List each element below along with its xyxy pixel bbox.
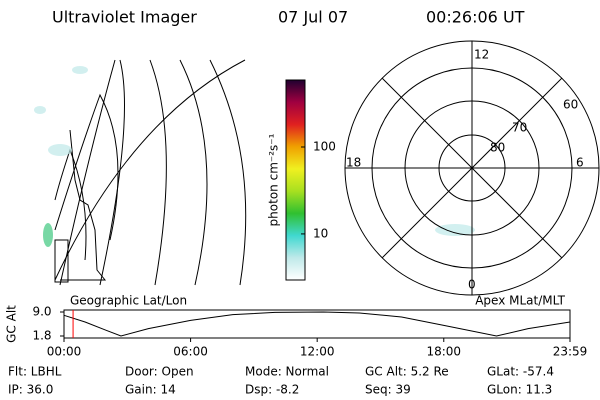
mlt-label: 12 — [474, 48, 489, 62]
y-tick-label: 9.0 — [32, 305, 51, 319]
colorbar-tick-label: 100 — [313, 140, 336, 154]
time: 00:26:06 UT — [426, 8, 525, 27]
title: Ultraviolet Imager — [52, 8, 197, 27]
info-field: GC Alt: 5.2 Re — [365, 365, 449, 379]
colorbar-label: photon cm⁻²s⁻¹ — [267, 133, 281, 226]
info-field: IP: 36.0 — [8, 383, 53, 397]
x-tick-label: 18:00 — [426, 345, 461, 359]
mlt-label: 0 — [468, 278, 476, 292]
polar-label: Apex MLat/MLT — [475, 294, 565, 308]
info-field: Door: Open — [125, 365, 194, 379]
mlt-label: 6 — [576, 156, 584, 170]
mlat-label: 80 — [490, 141, 505, 155]
emission-patches — [34, 66, 475, 247]
x-tick-label: 12:00 — [300, 345, 335, 359]
polar-grid — [344, 40, 600, 296]
x-tick-label: 06:00 — [173, 345, 208, 359]
info-field: Mode: Normal — [245, 365, 329, 379]
info-field: Dsp: -8.2 — [245, 383, 299, 397]
info-field: Gain: 14 — [125, 383, 176, 397]
y-axis-label: GC Alt — [5, 305, 19, 343]
mlat-label: 70 — [512, 121, 527, 135]
geo-map — [54, 59, 247, 286]
info-field: Seq: 39 — [365, 383, 411, 397]
info-field: Flt: LBHL — [8, 365, 62, 379]
x-tick-label: 23:59 — [553, 345, 588, 359]
colorbar-tick-label: 10 — [313, 226, 328, 240]
date: 07 Jul 07 — [278, 8, 348, 27]
y-tick-label: 1.8 — [32, 329, 51, 343]
timeline-frame — [63, 309, 571, 339]
mlt-label: 18 — [346, 156, 361, 170]
x-tick-label: 00:00 — [47, 345, 82, 359]
info-field: GLat: -57.4 — [487, 365, 554, 379]
map-label: Geographic Lat/Lon — [70, 294, 187, 308]
info-field: GLon: 11.3 — [487, 383, 552, 397]
altitude-line — [63, 311, 571, 337]
mlat-label: 60 — [563, 98, 578, 112]
colorbar — [285, 79, 306, 281]
